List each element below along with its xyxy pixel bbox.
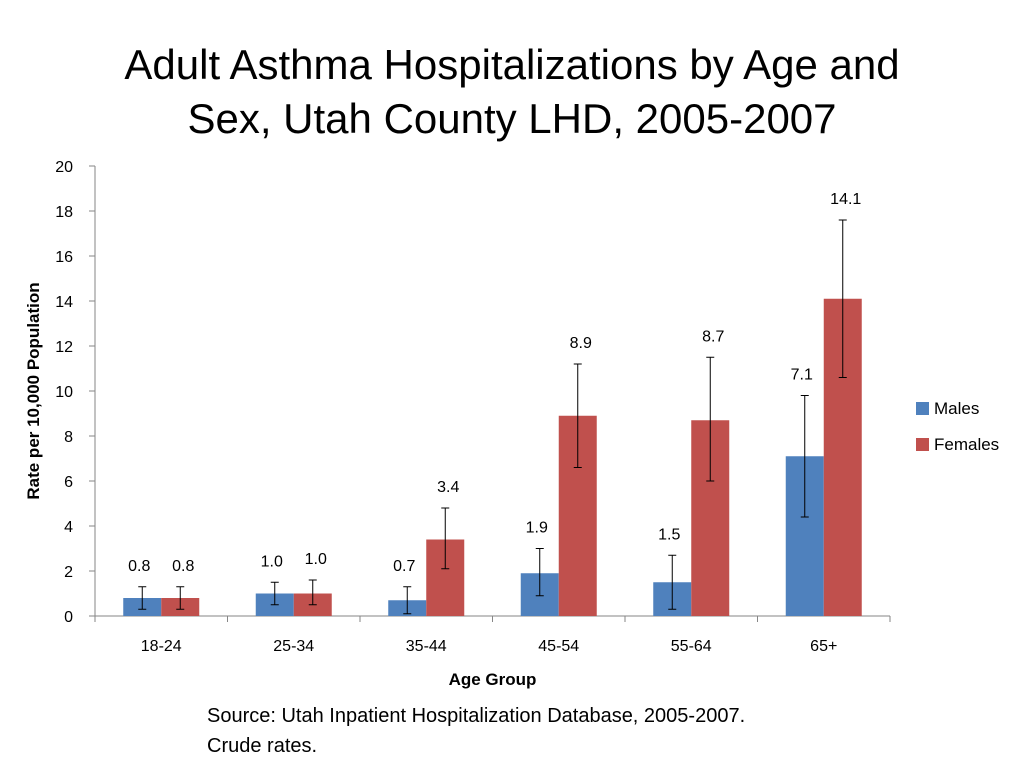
data-label-females: 8.7 — [702, 328, 724, 345]
chart-title-line-1: Adult Asthma Hospitalizations by Age and — [124, 41, 900, 88]
y-tick-label: 8 — [64, 429, 73, 446]
x-tick-label: 18-24 — [141, 638, 182, 655]
x-axis-title: Age Group — [449, 670, 537, 689]
chart-title: Adult Asthma Hospitalizations by Age and… — [0, 38, 1024, 146]
y-tick-label: 6 — [64, 474, 73, 491]
y-tick-label: 12 — [55, 339, 73, 356]
data-label-females: 0.8 — [172, 558, 194, 575]
legend-swatch-males — [916, 402, 929, 415]
source-line-2: Crude rates. — [207, 735, 318, 757]
x-tick-label: 45-54 — [538, 638, 579, 655]
data-label-females: 3.4 — [437, 479, 459, 496]
y-tick-label: 18 — [55, 204, 73, 221]
x-tick-label: 35-44 — [406, 638, 447, 655]
data-label-females: 8.9 — [570, 335, 592, 352]
y-axis-title: Rate per 10,000 Population — [24, 282, 43, 499]
data-label-males: 0.8 — [128, 558, 150, 575]
x-tick-label: 25-34 — [273, 638, 314, 655]
data-label-females: 1.0 — [305, 551, 327, 568]
bar-chart: 0 2 4 6 8 10 12 14 16 18 20 18-24 25-34 35-44 45-54 55-… — [24, 159, 999, 689]
y-tick-label: 4 — [64, 519, 73, 536]
y-tick-label: 2 — [64, 564, 73, 581]
y-tick-label: 0 — [64, 609, 73, 626]
y-tick-label: 16 — [55, 249, 73, 266]
y-tick-label: 10 — [55, 384, 73, 401]
y-tick-label: 20 — [55, 159, 73, 176]
source-line-1: Source: Utah Inpatient Hospitalization D… — [207, 705, 746, 727]
data-label-females: 14.1 — [830, 191, 861, 208]
data-label-males: 1.0 — [261, 553, 283, 570]
chart-title-line-2: Sex, Utah County LHD, 2005-2007 — [187, 95, 837, 142]
data-label-males: 0.7 — [393, 558, 415, 575]
legend-label-males: Males — [934, 399, 979, 418]
x-tick-label: 65+ — [810, 638, 837, 655]
data-label-males: 7.1 — [791, 367, 813, 384]
y-tick-label: 14 — [55, 294, 73, 311]
data-label-males: 1.5 — [658, 526, 680, 543]
x-tick-label: 55-64 — [671, 638, 712, 655]
legend-swatch-females — [916, 438, 929, 451]
data-label-males: 1.9 — [526, 520, 548, 537]
source-note: Source: Utah Inpatient Hospitalization D… — [207, 701, 745, 761]
legend-label-females: Females — [934, 435, 999, 454]
